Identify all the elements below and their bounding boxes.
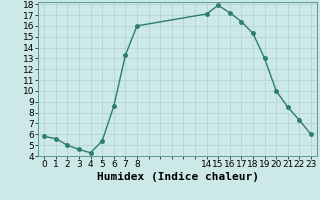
X-axis label: Humidex (Indice chaleur): Humidex (Indice chaleur) [97,172,259,182]
